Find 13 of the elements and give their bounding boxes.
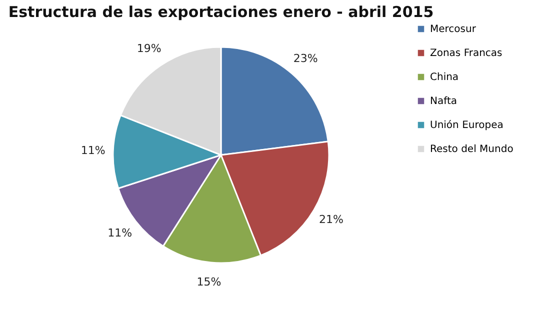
- data-label: 11%: [80, 144, 106, 157]
- legend-label: China: [430, 72, 459, 83]
- data-label: 19%: [136, 42, 162, 56]
- data-label: 11%: [108, 226, 132, 240]
- legend-label: Zonas Francas: [430, 48, 502, 59]
- legend-label: Unión Europea: [430, 120, 504, 131]
- data-label: 21%: [318, 213, 344, 226]
- chart-title: Estructura de las exportaciones enero - abril 2015: [8, 3, 434, 21]
- legend-label: Resto del Mundo: [430, 144, 514, 155]
- data-label: 23%: [293, 52, 318, 65]
- data-label: 15%: [196, 275, 222, 288]
- legend-label: Mercosur: [430, 24, 477, 35]
- legend-label: Nafta: [430, 96, 458, 107]
